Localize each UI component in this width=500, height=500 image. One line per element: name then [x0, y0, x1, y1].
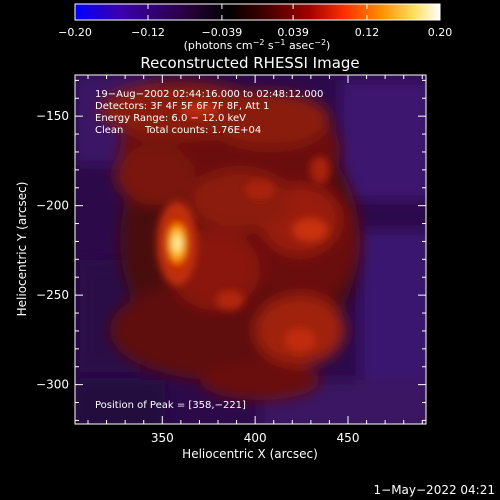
colorbar-tick-label: 0.039	[277, 26, 309, 39]
peak-source	[157, 201, 198, 286]
x-tick-label: 350	[151, 431, 174, 445]
colorbar-frame	[74, 3, 441, 21]
colorbar-tick-label: −0.20	[58, 26, 92, 39]
y-tick-label: −250	[36, 288, 69, 302]
heatmap-bright-patches	[180, 102, 330, 352]
heatmap-image	[75, 75, 426, 424]
annotation-total-counts: Total counts: 1.76E+04	[144, 125, 261, 136]
y-axis-tick-labels: −150 −200 −250 −300	[36, 109, 69, 391]
annotation-peak-position: Position of Peak = [358,−221]	[95, 400, 246, 411]
colorbar-tick-labels: −0.20 −0.12 −0.039 0.039 0.12 0.20	[58, 26, 452, 39]
colorbar-tick-label: 0.12	[355, 26, 380, 39]
colorbar-tick-label: −0.12	[131, 26, 165, 39]
y-axis-ticks	[75, 79, 426, 421]
colorbar-tick-label: −0.039	[202, 26, 243, 39]
x-axis-title: Heliocentric X (arcsec)	[182, 447, 318, 461]
y-tick-label: −150	[36, 109, 69, 123]
y-tick-label: −200	[36, 199, 69, 213]
plot-frame	[74, 74, 427, 425]
y-axis-title: Heliocentric Y (arcsec)	[15, 182, 29, 317]
x-tick-label: 400	[244, 431, 267, 445]
colorbar-unit-label: (photons cm−2 s−1 asec−2)	[184, 38, 331, 52]
x-tick-label: 450	[337, 431, 360, 445]
chart-title: Reconstructed RHESSI Image	[140, 54, 359, 72]
annotation-detectors: Detectors: 3F 4F 5F 6F 7F 8F, Att 1	[95, 101, 269, 112]
annotation-energy-range: Energy Range: 6.0 − 12.0 keV	[95, 113, 246, 124]
colorbar-gradient	[75, 4, 440, 20]
footer-timestamp: 1−May−2022 04:21	[374, 483, 496, 497]
annotation-time-range: 19−Aug−2002 02:44:16.000 to 02:48:12.000	[95, 89, 323, 100]
x-axis-ticks	[87, 75, 423, 424]
colorbar-ticks	[74, 4, 441, 20]
x-axis-tick-labels: 350 400 450	[151, 431, 360, 445]
heatmap-emission-region	[100, 82, 360, 400]
annotation-clean: Clean	[95, 125, 123, 136]
y-tick-label: −300	[36, 378, 69, 392]
colorbar-tick-label: 0.20	[428, 26, 453, 39]
